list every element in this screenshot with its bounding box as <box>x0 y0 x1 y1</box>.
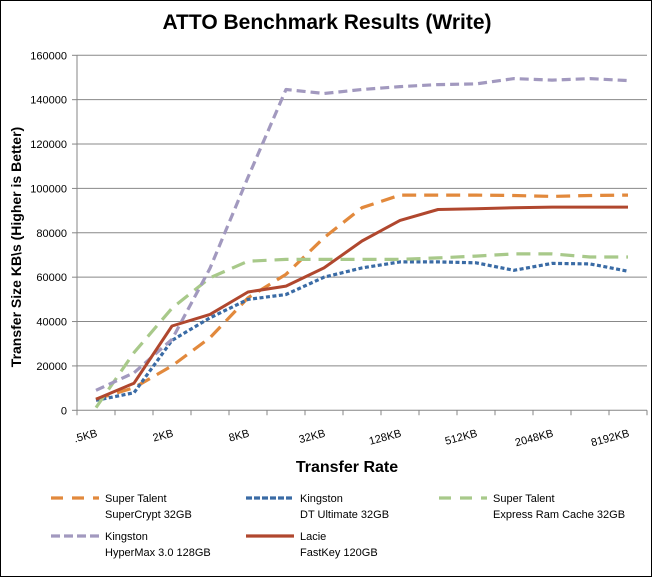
y-tick-label: 40000 <box>36 317 67 329</box>
legend-label-line1: Super Talent <box>493 493 555 505</box>
series-line-3 <box>95 76 629 392</box>
legend-label-line2: DT Ultimate 32GB <box>300 509 390 521</box>
x-tick-label: 2KB <box>152 428 175 445</box>
chart-title: ATTO Benchmark Results (Write) <box>162 11 492 34</box>
x-tick-label: 32KB <box>298 428 327 447</box>
legend-swatch <box>437 491 489 505</box>
legend-item-supertalent-express: Super Talent Express Ram Cache 32GB <box>437 491 625 523</box>
series-line-4 <box>95 205 628 401</box>
chart-legend: Super Talent SuperCrypt 32GB Kingston DT U… <box>1 491 652 576</box>
legend-item-kingston-dt-ultimate: Kingston DT Ultimate 32GB <box>244 491 389 523</box>
y-tick-label: 0 <box>61 405 67 417</box>
x-tick-label: .5KB <box>73 428 99 446</box>
series-line-0 <box>95 193 629 401</box>
x-tick-label: 512KB <box>444 428 479 448</box>
legend-label-line2: Express Ram Cache 32GB <box>493 509 626 521</box>
legend-swatch <box>244 491 296 505</box>
series-line-2 <box>94 252 628 409</box>
line-chart: 0 20000 40000 60000 80000 100000 120000 140000 1… <box>8 50 648 476</box>
series-line-1 <box>95 260 629 402</box>
legend-item-kingston-hypermax: Kingston HyperMax 3.0 128GB <box>49 529 211 561</box>
legend-label-line1: Kingston <box>105 531 148 543</box>
legend-swatch <box>49 529 101 543</box>
x-axis-title: Transfer Rate <box>296 459 398 476</box>
x-tick-label: 8192KB <box>590 428 631 450</box>
y-tick-label: 80000 <box>36 228 67 240</box>
y-tick-label: 140000 <box>30 95 67 107</box>
legend-label-line1: Lacie <box>300 531 327 543</box>
legend-swatch <box>244 529 296 543</box>
x-axis: .5KB 2KB 8KB 32KB 128KB 512KB 2048KB 8192KB <box>73 409 648 450</box>
x-tick-label: 8KB <box>228 428 251 445</box>
x-tick-label: 128KB <box>368 428 403 448</box>
x-tick-label: 2048KB <box>514 428 555 450</box>
y-tick-label: 120000 <box>30 139 67 151</box>
legend-item-lacie-fastkey: Lacie FastKey 120GB <box>244 529 378 561</box>
y-axis-title: Transfer Size KB\s (Higher is Better) <box>8 127 24 367</box>
gridlines <box>77 54 647 367</box>
legend-label-line1: Kingston <box>300 493 343 505</box>
legend-label-line2: FastKey 120GB <box>300 547 378 559</box>
legend-item-supertalent-supercrypt: Super Talent SuperCrypt 32GB <box>49 491 192 523</box>
y-tick-label: 60000 <box>36 272 67 284</box>
legend-label-line2: SuperCrypt 32GB <box>105 509 192 521</box>
legend-swatch <box>49 491 101 505</box>
legend-label-line2: HyperMax 3.0 128GB <box>105 547 211 559</box>
legend-label-line1: Super Talent <box>105 493 167 505</box>
y-tick-label: 160000 <box>30 50 67 62</box>
y-axis-ticks: 0 20000 40000 60000 80000 100000 120000 140000 1… <box>30 50 78 417</box>
series-lines <box>94 76 629 409</box>
y-tick-label: 20000 <box>36 361 67 373</box>
y-tick-label: 100000 <box>30 183 67 195</box>
